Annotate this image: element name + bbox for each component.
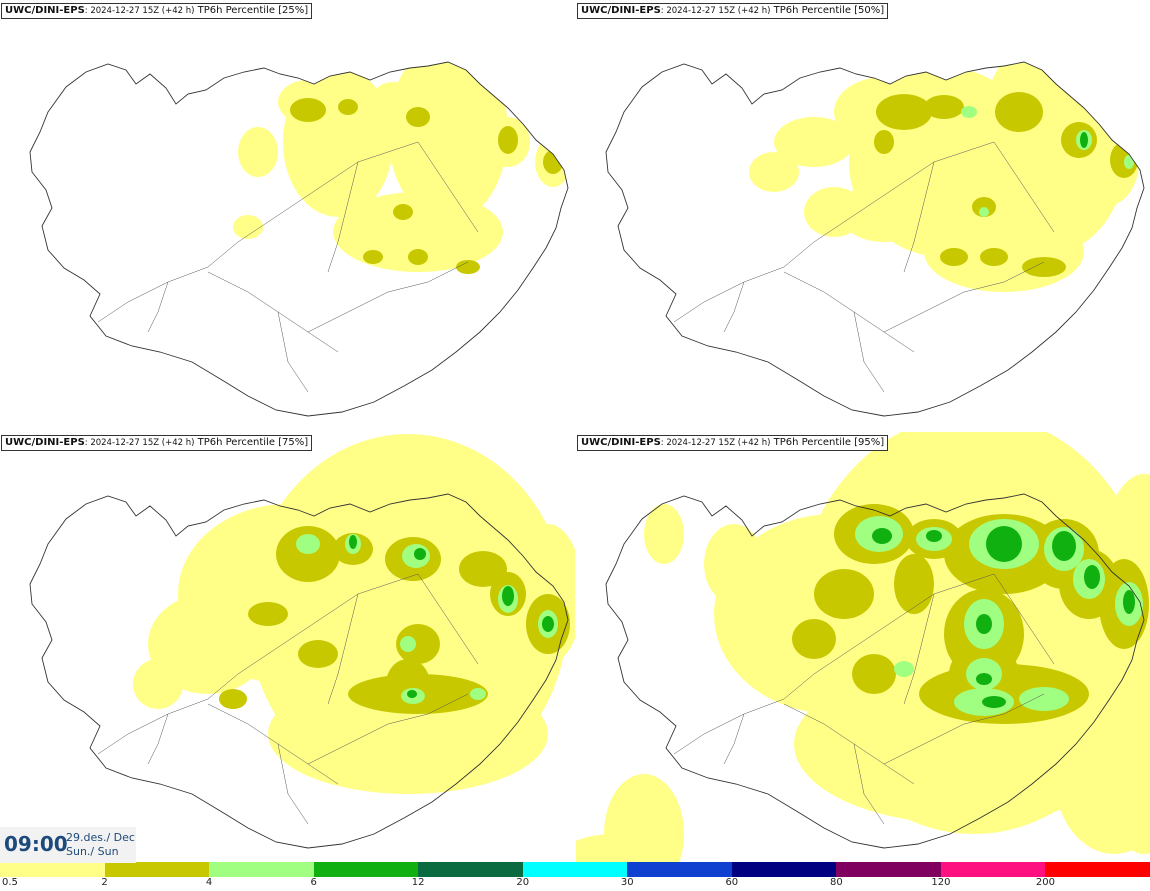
colorbar-segment <box>731 862 837 877</box>
iceland-map <box>0 432 575 862</box>
panel-title: UWC/DINI-EPS: 2024-12-27 15Z (+42 h) TP6… <box>1 435 313 451</box>
map-panel-p95: UWC/DINI-EPS: 2024-12-27 15Z (+42 h) TP6… <box>576 432 1150 862</box>
panel-title: UWC/DINI-EPS: 2024-12-27 15Z (+42 h) TP6… <box>577 3 889 19</box>
colorbar-segment <box>209 862 314 877</box>
valid-date-line1: 29.des./ Dec <box>66 831 135 844</box>
colorbar-tick-label: 6 <box>310 877 317 888</box>
map-panel-p25: UWC/DINI-EPS: 2024-12-27 15Z (+42 h) TP6… <box>0 0 575 430</box>
colorbar-segment <box>836 862 941 877</box>
colorbar-tick-label: 20 <box>516 877 530 888</box>
colorbar-segment <box>940 862 1046 877</box>
colorbar-segment <box>104 862 210 877</box>
colorbar-tick-label: 12 <box>411 877 425 888</box>
colorbar-ticks: 0.5 2 4 6 12 20 30 60 80 120 200 <box>0 877 1150 891</box>
panel-title: UWC/DINI-EPS: 2024-12-27 15Z (+42 h) TP6… <box>1 3 313 19</box>
colorbar-tick-label: 200 <box>1035 877 1055 888</box>
valid-time-box: 09:00 29.des./ Dec Sun./ Sun <box>0 827 136 863</box>
valid-date-line2: Sun./ Sun <box>66 845 119 858</box>
valid-time: 09:00 <box>4 832 68 856</box>
colorbar-tick-label: 80 <box>829 877 843 888</box>
colorbar-segment <box>418 862 523 877</box>
colorbar-tick-label: 120 <box>931 877 951 888</box>
map-panel-p50: UWC/DINI-EPS: 2024-12-27 15Z (+42 h) TP6… <box>576 0 1150 430</box>
iceland-map <box>0 0 575 430</box>
map-panel-p75: UWC/DINI-EPS: 2024-12-27 15Z (+42 h) TP6… <box>0 432 575 862</box>
colorbar-segment <box>0 862 105 877</box>
precip-colorbar <box>0 862 1150 877</box>
colorbar-tick-label: 2 <box>101 877 108 888</box>
iceland-map <box>576 432 1150 862</box>
colorbar-segment <box>627 862 732 877</box>
iceland-map <box>576 0 1150 430</box>
panel-title: UWC/DINI-EPS: 2024-12-27 15Z (+42 h) TP6… <box>577 435 889 451</box>
colorbar-segment <box>313 862 419 877</box>
colorbar-segment <box>522 862 628 877</box>
colorbar-tick-label: 60 <box>725 877 739 888</box>
valid-date: 29.des./ Dec Sun./ Sun <box>66 831 135 859</box>
colorbar-tick-label: 0.5 <box>2 877 18 888</box>
colorbar-tick-label: 4 <box>205 877 213 888</box>
colorbar-segment <box>1045 862 1150 877</box>
colorbar-tick-label: 30 <box>620 877 634 888</box>
